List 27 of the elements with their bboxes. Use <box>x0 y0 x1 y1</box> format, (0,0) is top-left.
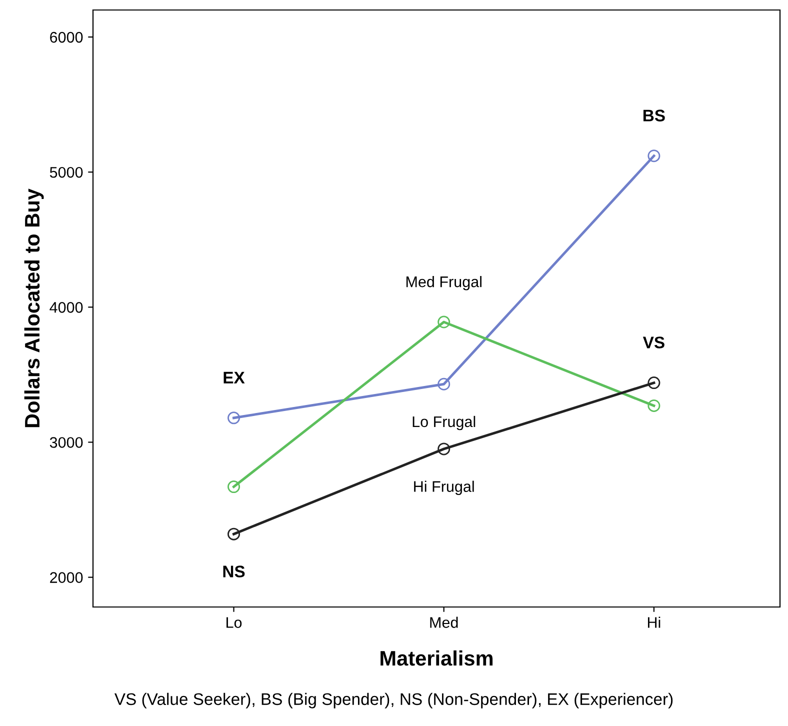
annotation: Lo Frugal <box>412 416 476 430</box>
point <box>438 316 450 328</box>
x-tick-label: Lo <box>226 617 242 628</box>
x-tick-label: Hi <box>648 616 660 628</box>
y-tick-label: 6000 <box>50 32 83 43</box>
y-tick-label: 4000 <box>50 302 83 313</box>
point <box>648 150 660 162</box>
annotation: VS <box>642 336 664 348</box>
point <box>438 442 450 456</box>
annotation: EX <box>224 372 245 384</box>
annotation: NS <box>223 566 245 578</box>
point <box>228 480 240 494</box>
annotation: BS <box>643 110 665 122</box>
annotation: Med Frugal <box>406 276 482 290</box>
x-tick-label: Med <box>430 616 458 628</box>
point <box>228 412 240 424</box>
point <box>228 528 240 540</box>
point <box>648 376 660 390</box>
y-tick-label: 5000 <box>50 166 83 178</box>
point <box>648 400 660 412</box>
y-axis-title: Dollars Allocated to Buy <box>24 188 44 428</box>
point <box>438 378 450 390</box>
text: VS (Value Seeker), BS (Big Spender), NS (Non-Spender), EX (Experiencer) <box>114 692 673 708</box>
y-tick-label: 2000 <box>50 572 83 583</box>
annotation: Hi Frugal <box>414 480 474 495</box>
y-tick-label: 3000 <box>50 437 83 448</box>
x-axis-title: Materialism <box>380 650 493 666</box>
